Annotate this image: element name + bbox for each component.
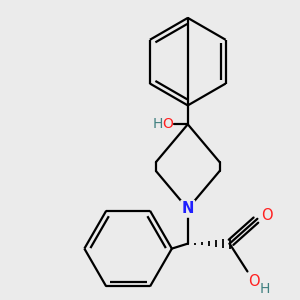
Text: O: O	[162, 117, 173, 131]
Text: H: H	[260, 282, 270, 296]
Text: H: H	[153, 117, 163, 131]
Text: O: O	[261, 208, 273, 223]
Text: N: N	[182, 201, 194, 216]
Text: O: O	[248, 274, 260, 290]
